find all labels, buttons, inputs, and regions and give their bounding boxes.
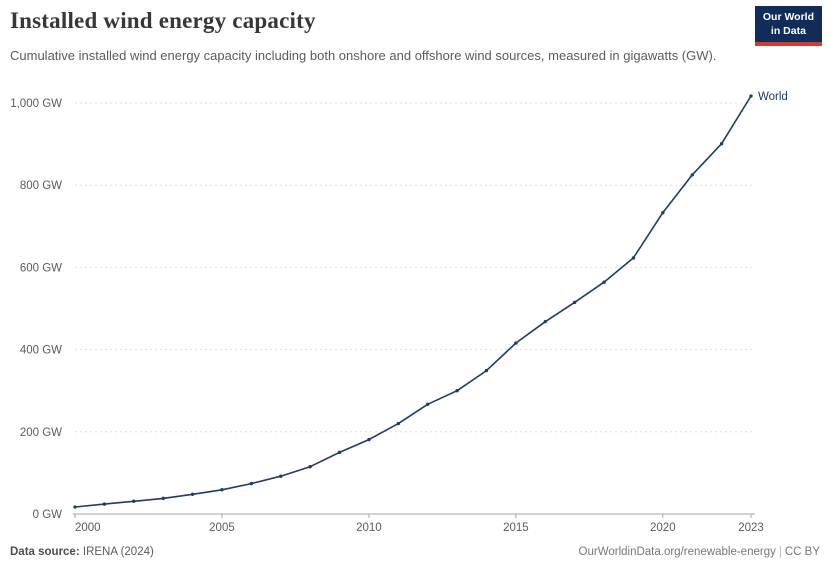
data-point-2017[interactable]: [572, 300, 577, 305]
line-chart-canvas[interactable]: 0 GW 200 GW 400 GW 600 GW 800 GW 1,000 GW 2000…: [0, 88, 830, 540]
data-point-2004[interactable]: [190, 492, 195, 496]
y-axis-tick-label: 1,000 GW: [10, 98, 62, 110]
data-point-2006[interactable]: [249, 481, 254, 486]
data-point-2002[interactable]: [132, 499, 136, 503]
x-axis-tick-label: 2010: [356, 522, 382, 534]
data-point-2010[interactable]: [367, 437, 371, 442]
data-source-value: IRENA (2024): [82, 546, 154, 558]
data-point-2013[interactable]: [455, 389, 459, 393]
data-point-2019[interactable]: [631, 256, 636, 260]
series-line-world[interactable]: [74, 95, 752, 508]
data-point-2008[interactable]: [308, 465, 312, 469]
data-point-2015[interactable]: [514, 341, 518, 345]
data-point-2012[interactable]: [425, 402, 430, 406]
data-point-2014[interactable]: [484, 368, 489, 373]
data-point-2011[interactable]: [396, 421, 401, 426]
footer-attribution: OurWorldinData.org/renewable-energy | CC B…: [579, 546, 820, 558]
page-title: Installed wind energy capacity: [10, 8, 316, 33]
x-axis-tick-label: 2000: [75, 522, 101, 534]
data-point-2016[interactable]: [543, 319, 547, 324]
data-point-2023[interactable]: [749, 94, 753, 98]
y-axis-tick-label: 0 GW: [33, 509, 63, 521]
series-end-label[interactable]: World: [758, 91, 788, 103]
owid-logo-text-line1: Our World: [762, 11, 814, 23]
data-point-2018[interactable]: [602, 280, 606, 284]
data-point-2022[interactable]: [719, 141, 724, 146]
data-point-2005[interactable]: [220, 488, 224, 492]
y-axis-tick-label: 600 GW: [20, 262, 62, 274]
x-axis-tick-label: 2020: [650, 522, 676, 534]
data-point-2021[interactable]: [690, 173, 694, 177]
data-source-note: Data source: IRENA (2024): [10, 546, 154, 558]
data-point-2000[interactable]: [73, 505, 77, 509]
x-axis-tick-label: 2015: [503, 522, 529, 534]
owid-url-link[interactable]: OurWorldinData.org/renewable-energy: [578, 546, 776, 558]
y-axis-tick-label: 200 GW: [20, 427, 62, 439]
license-label: CC BY: [784, 546, 820, 558]
x-axis-tick-label: 2005: [209, 522, 235, 534]
data-point-2003[interactable]: [161, 496, 165, 501]
footer-separator: |: [778, 546, 782, 558]
owid-logo-text-line2: in Data: [770, 24, 806, 37]
y-axis-tick-label: 400 GW: [20, 345, 62, 357]
data-point-2001[interactable]: [102, 502, 107, 506]
chart-subtitle: Cumulative installed wind energy capacit…: [10, 48, 717, 63]
chart-footer: Data source: IRENA (2024) OurWorldinData…: [10, 546, 820, 558]
data-point-2007[interactable]: [279, 474, 283, 478]
data-source-label: Data source:: [10, 546, 80, 558]
data-point-2020[interactable]: [661, 211, 665, 215]
data-point-2009[interactable]: [337, 450, 342, 455]
x-axis-tick-label: 2023: [738, 522, 764, 534]
owid-logo[interactable]: Our World in Data: [754, 6, 822, 47]
y-axis-tick-label: 800 GW: [20, 180, 62, 192]
